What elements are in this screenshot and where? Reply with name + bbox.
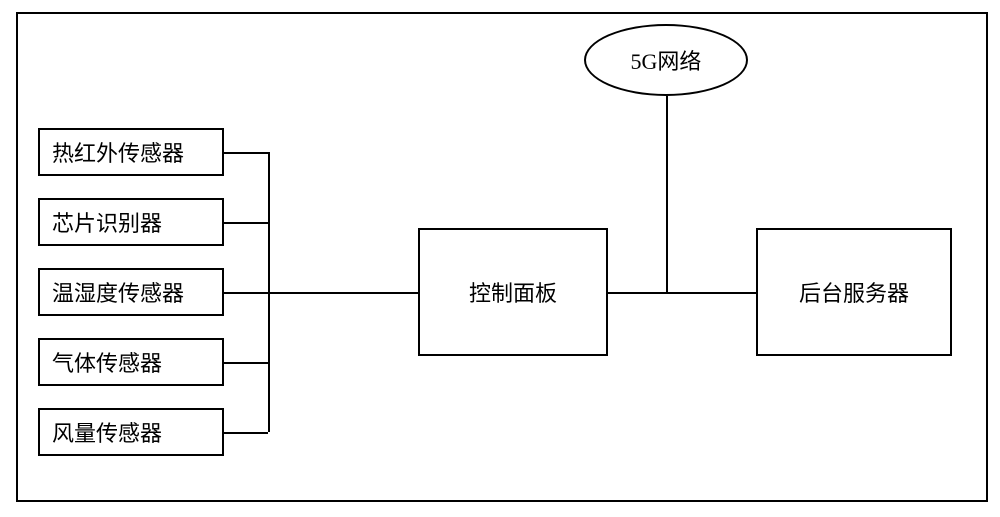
edge-sensor1-stub bbox=[224, 152, 268, 154]
edge-sensor5-stub bbox=[224, 432, 268, 434]
sensor-chip-reader: 芯片识别器 bbox=[38, 198, 224, 246]
control-label: 控制面板 bbox=[469, 276, 557, 308]
network-label: 5G网络 bbox=[631, 44, 702, 76]
edge-control-server bbox=[608, 292, 756, 294]
sensor-thermal-ir: 热红外传感器 bbox=[38, 128, 224, 176]
control-panel: 控制面板 bbox=[418, 228, 608, 356]
sensor-label: 热红外传感器 bbox=[52, 136, 184, 168]
server-label: 后台服务器 bbox=[799, 276, 909, 308]
edge-sensor4-stub bbox=[224, 362, 268, 364]
edge-network-down bbox=[666, 96, 668, 292]
sensor-label: 风量传感器 bbox=[52, 416, 162, 448]
edge-sensor2-stub bbox=[224, 222, 268, 224]
edge-sensor3-stub bbox=[224, 292, 268, 294]
sensor-airflow: 风量传感器 bbox=[38, 408, 224, 456]
sensor-label: 气体传感器 bbox=[52, 346, 162, 378]
sensor-label: 温湿度传感器 bbox=[52, 276, 184, 308]
sensor-label: 芯片识别器 bbox=[52, 206, 162, 238]
edge-bus-control bbox=[268, 292, 418, 294]
sensor-temp-humidity: 温湿度传感器 bbox=[38, 268, 224, 316]
sensor-gas: 气体传感器 bbox=[38, 338, 224, 386]
backend-server: 后台服务器 bbox=[756, 228, 952, 356]
network-5g: 5G网络 bbox=[584, 24, 748, 96]
